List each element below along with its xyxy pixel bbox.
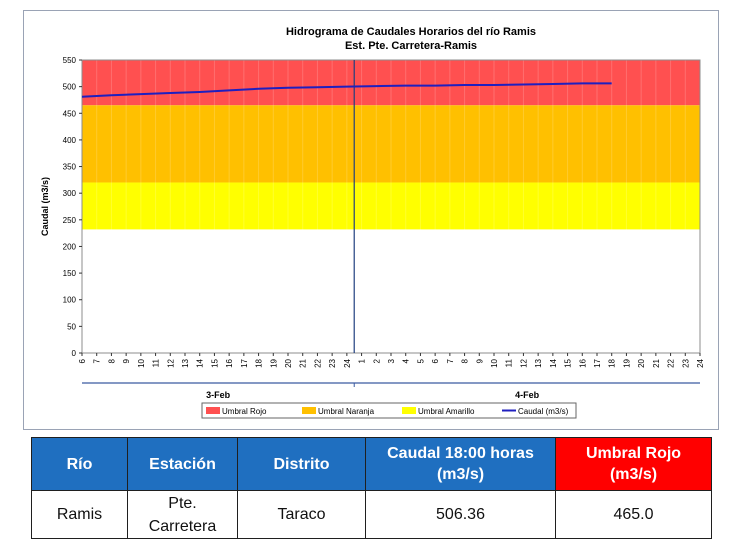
x-tick-label: 24 — [696, 358, 705, 367]
x-tick-label: 21 — [652, 358, 661, 367]
chart-title: Hidrograma de Caudales Horarios del río … — [286, 26, 536, 38]
cell-umbral-rojo: 465.0 — [555, 490, 712, 539]
x-tick-label: 18 — [255, 358, 264, 367]
x-tick-label: 22 — [313, 358, 322, 367]
x-tick-label: 8 — [107, 358, 116, 363]
x-tick-label: 23 — [681, 358, 690, 367]
x-tick-label: 14 — [549, 358, 558, 367]
x-tick-label: 11 — [152, 358, 161, 367]
x-tick-label: 10 — [490, 358, 499, 367]
legend-swatch-2 — [402, 407, 416, 414]
legend-swatch-1 — [302, 407, 316, 414]
legend-label-0: Umbral Rojo — [222, 407, 267, 416]
x-tick-label: 8 — [461, 358, 470, 363]
x-tick-label: 6 — [78, 358, 87, 363]
x-tick-label: 7 — [93, 358, 102, 363]
x-tick-label: 9 — [122, 358, 131, 363]
cell-caudal: 506.36 — [365, 490, 556, 539]
y-tick-label: 100 — [63, 296, 77, 305]
x-tick-label: 22 — [667, 358, 676, 367]
y-tick-label: 450 — [63, 109, 77, 118]
x-tick-label: 24 — [343, 358, 352, 367]
x-tick-label: 18 — [608, 358, 617, 367]
x-tick-label: 5 — [416, 358, 425, 363]
header-estacion: Estación — [127, 437, 238, 491]
hydrograph-chart: 0 50 100 150 200 250 300 350 400 450 500 550 6 7 8 9 10 1… — [23, 10, 719, 430]
header-caudal: Caudal 18:00 horas (m3/s) — [365, 437, 556, 491]
y-tick-label: 500 — [63, 83, 77, 92]
series-line-0 — [81, 82, 612, 98]
header-distrito: Distrito — [237, 437, 366, 491]
x-tick-label: 20 — [284, 358, 293, 367]
threshold-band-1 — [82, 105, 700, 183]
y-tick-label: 550 — [63, 56, 77, 65]
day-label-1: 4-Feb — [515, 390, 540, 400]
header-rio: Río — [31, 437, 128, 491]
day-label-0: 3-Feb — [206, 390, 231, 400]
chart-subtitle: Est. Pte. Carretera-Ramis — [345, 40, 477, 52]
table-row: Ramis Pte. Carretera Taraco 506.36 465.0 — [31, 490, 712, 539]
legend-label-3: Caudal (m3/s) — [518, 407, 569, 416]
x-tick-label: 17 — [593, 358, 602, 367]
legend-label-2: Umbral Amarillo — [418, 407, 475, 416]
x-tick-label: 12 — [166, 358, 175, 367]
threshold-band-2 — [82, 182, 700, 230]
table-header-row: Río Estación Distrito Caudal 18:00 horas… — [31, 437, 712, 491]
x-tick-label: 12 — [519, 358, 528, 367]
x-tick-label: 17 — [240, 358, 249, 367]
x-tick-label: 21 — [299, 358, 308, 367]
x-tick-label: 13 — [534, 358, 543, 367]
legend-swatch-0 — [206, 407, 220, 414]
cell-rio: Ramis — [31, 490, 128, 539]
y-tick-label: 250 — [63, 216, 77, 225]
x-tick-label: 6 — [431, 358, 440, 363]
cell-distrito: Taraco — [237, 490, 366, 539]
legend-label-1: Umbral Naranja — [318, 407, 375, 416]
y-tick-label: 150 — [63, 269, 77, 278]
x-tick-label: 4 — [402, 358, 411, 363]
x-tick-label: 15 — [210, 358, 219, 367]
x-tick-label: 13 — [181, 358, 190, 367]
x-tick-label: 14 — [196, 358, 205, 367]
x-tick-label: 19 — [622, 358, 631, 367]
x-tick-label: 7 — [446, 358, 455, 363]
x-tick-label: 20 — [637, 358, 646, 367]
x-tick-label: 23 — [328, 358, 337, 367]
x-tick-label: 2 — [372, 358, 381, 363]
x-tick-label: 1 — [358, 358, 367, 363]
y-tick-label: 0 — [72, 349, 77, 358]
x-tick-label: 9 — [475, 358, 484, 363]
x-tick-label: 10 — [137, 358, 146, 367]
y-tick-label: 300 — [63, 189, 77, 198]
y-tick-label: 50 — [67, 322, 76, 331]
cell-estacion: Pte. Carretera — [127, 490, 238, 539]
y-tick-label: 400 — [63, 136, 77, 145]
x-tick-label: 11 — [505, 358, 514, 367]
x-tick-label: 15 — [564, 358, 573, 367]
x-tick-label: 16 — [578, 358, 587, 367]
legend-box — [201, 402, 577, 419]
header-umbral-rojo: Umbral Rojo (m3/s) — [555, 437, 712, 491]
y-axis-label: Caudal (m3/s) — [40, 177, 50, 236]
y-tick-label: 200 — [63, 242, 77, 251]
x-tick-label: 3 — [387, 358, 396, 363]
x-tick-label: 16 — [225, 358, 234, 367]
flow-table: Río Estación Distrito Caudal 18:00 horas… — [31, 437, 712, 539]
y-tick-label: 350 — [63, 163, 77, 172]
x-tick-label: 19 — [269, 358, 278, 367]
